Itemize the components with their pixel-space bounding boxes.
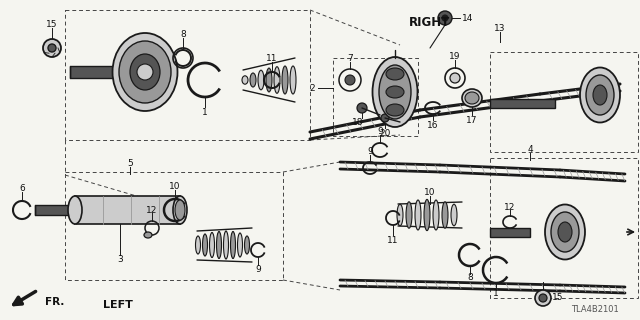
Bar	[70, 66, 122, 78]
Circle shape	[381, 114, 389, 122]
Ellipse shape	[244, 236, 250, 254]
Ellipse shape	[282, 66, 288, 94]
Text: 7: 7	[347, 53, 353, 62]
Text: 9: 9	[367, 147, 373, 156]
Circle shape	[442, 15, 448, 21]
Text: 12: 12	[504, 203, 516, 212]
Circle shape	[48, 44, 56, 52]
Bar	[490, 158, 638, 298]
Ellipse shape	[144, 232, 152, 238]
Ellipse shape	[386, 68, 404, 80]
Text: 1: 1	[493, 290, 499, 299]
Text: 8: 8	[180, 29, 186, 38]
Ellipse shape	[586, 75, 614, 115]
Text: 3: 3	[117, 255, 123, 265]
Text: 12: 12	[147, 205, 157, 214]
Ellipse shape	[175, 200, 185, 220]
Text: 19: 19	[449, 52, 461, 60]
Ellipse shape	[274, 67, 280, 93]
Text: 18: 18	[352, 117, 364, 126]
Text: 11: 11	[387, 236, 399, 244]
Bar	[490, 52, 638, 152]
Ellipse shape	[130, 54, 160, 90]
Bar	[333, 58, 418, 136]
Circle shape	[357, 103, 367, 113]
Text: 5: 5	[127, 158, 133, 167]
Ellipse shape	[119, 41, 171, 103]
Circle shape	[137, 64, 153, 80]
Text: 15: 15	[46, 20, 58, 28]
Text: 15: 15	[552, 293, 564, 302]
Ellipse shape	[545, 204, 585, 260]
Text: 11: 11	[266, 53, 278, 62]
Ellipse shape	[580, 68, 620, 123]
Text: 14: 14	[462, 13, 474, 22]
Bar	[65, 10, 310, 140]
Circle shape	[345, 75, 355, 85]
Text: TLA4B2101: TLA4B2101	[571, 306, 619, 315]
Circle shape	[539, 294, 547, 302]
Ellipse shape	[173, 196, 187, 224]
Text: 17: 17	[467, 116, 477, 124]
Ellipse shape	[551, 212, 579, 252]
Text: 9: 9	[377, 126, 383, 135]
Ellipse shape	[266, 68, 272, 92]
Text: 10: 10	[424, 188, 436, 196]
Text: 4: 4	[527, 145, 533, 154]
Circle shape	[535, 290, 551, 306]
Ellipse shape	[433, 200, 439, 230]
Text: RIGHT: RIGHT	[410, 15, 451, 28]
Text: 10: 10	[169, 181, 180, 190]
Ellipse shape	[209, 233, 214, 258]
Text: 2: 2	[309, 84, 315, 92]
Ellipse shape	[451, 204, 457, 226]
Ellipse shape	[397, 204, 403, 226]
Circle shape	[450, 73, 460, 83]
Ellipse shape	[68, 196, 82, 224]
Ellipse shape	[230, 231, 236, 259]
Ellipse shape	[465, 92, 479, 104]
Ellipse shape	[216, 231, 221, 259]
Text: LEFT: LEFT	[103, 300, 133, 310]
Ellipse shape	[442, 202, 448, 228]
Bar	[65, 172, 283, 280]
Ellipse shape	[386, 86, 404, 98]
Ellipse shape	[250, 73, 256, 87]
Bar	[35, 205, 77, 215]
Text: 20: 20	[380, 129, 390, 138]
Circle shape	[438, 11, 452, 25]
Ellipse shape	[462, 89, 482, 107]
Ellipse shape	[258, 70, 264, 90]
Bar	[490, 228, 530, 237]
Ellipse shape	[593, 85, 607, 105]
Ellipse shape	[424, 199, 430, 231]
Bar	[490, 99, 555, 108]
Ellipse shape	[558, 222, 572, 242]
Text: 8: 8	[467, 274, 473, 283]
Ellipse shape	[195, 236, 200, 254]
Ellipse shape	[386, 104, 404, 116]
Ellipse shape	[237, 233, 243, 257]
Ellipse shape	[202, 234, 207, 256]
Ellipse shape	[223, 231, 228, 259]
Ellipse shape	[242, 76, 248, 84]
Text: 6: 6	[19, 183, 25, 193]
Text: 1: 1	[202, 108, 208, 116]
Ellipse shape	[415, 200, 421, 230]
Circle shape	[43, 39, 61, 57]
Text: 13: 13	[494, 23, 506, 33]
Text: 16: 16	[428, 121, 439, 130]
Text: 9: 9	[255, 266, 261, 275]
Bar	[75, 196, 180, 224]
Ellipse shape	[379, 65, 411, 119]
Ellipse shape	[372, 57, 417, 127]
Text: FR.: FR.	[45, 297, 65, 307]
Ellipse shape	[290, 66, 296, 94]
Ellipse shape	[406, 202, 412, 228]
Ellipse shape	[113, 33, 177, 111]
